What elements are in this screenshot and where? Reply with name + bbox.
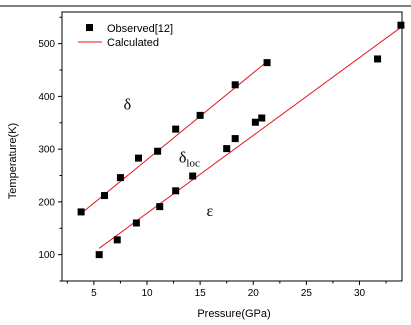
- x-tick-label: 20: [248, 288, 260, 299]
- observed-point: [189, 172, 197, 180]
- calculated-line: [98, 26, 402, 249]
- x-tick-label: 5: [91, 288, 97, 299]
- y-tick-label: 300: [38, 145, 55, 156]
- observed-point: [231, 135, 239, 143]
- y-axis-title: Temperature(K): [7, 123, 19, 199]
- legend-label: Observed[12]: [107, 23, 173, 35]
- x-tick-label: 10: [141, 288, 153, 299]
- observed-point: [263, 59, 271, 67]
- observed-point: [172, 187, 180, 195]
- phase-label: δloc: [179, 149, 200, 169]
- x-tick-label: 15: [195, 288, 207, 299]
- legend: Observed[12] Calculated: [78, 23, 173, 49]
- x-tick-label: 30: [354, 288, 366, 299]
- observed-point: [251, 118, 259, 126]
- y-tick-label: 400: [38, 92, 55, 103]
- observed-point: [374, 55, 382, 63]
- observed-point: [154, 147, 162, 155]
- plot-area: [61, 11, 403, 282]
- axes: 5 10 15 20 25 30 100 200 300 400 500: [38, 16, 387, 299]
- observed-point: [231, 81, 239, 89]
- y-tick-label: 500: [38, 39, 55, 50]
- legend-label: Calculated: [107, 37, 159, 49]
- observed-point: [113, 236, 121, 244]
- observed-point: [258, 114, 266, 122]
- observed-point: [101, 192, 108, 200]
- y-tick-label: 200: [38, 197, 55, 208]
- observed-point: [156, 203, 164, 211]
- chart-marks: [77, 21, 405, 259]
- annotations: δ δloc ε: [124, 97, 214, 221]
- observed-point: [172, 125, 180, 133]
- phase-label: ε: [207, 203, 214, 220]
- y-tick-label: 100: [38, 250, 55, 261]
- observed-point: [116, 174, 124, 182]
- legend-marker-square: [86, 24, 93, 31]
- observed-point: [135, 154, 142, 162]
- observed-point: [223, 145, 231, 153]
- observed-point: [397, 21, 405, 29]
- plot-frame: [61, 11, 403, 282]
- x-tick-label: 25: [301, 288, 313, 299]
- observed-point: [95, 251, 103, 259]
- observed-point: [132, 219, 140, 227]
- x-axis-title: Pressure(GPa): [197, 308, 270, 320]
- observed-point: [196, 111, 204, 119]
- phase-label: δ: [124, 97, 132, 114]
- observed-point: [77, 208, 85, 216]
